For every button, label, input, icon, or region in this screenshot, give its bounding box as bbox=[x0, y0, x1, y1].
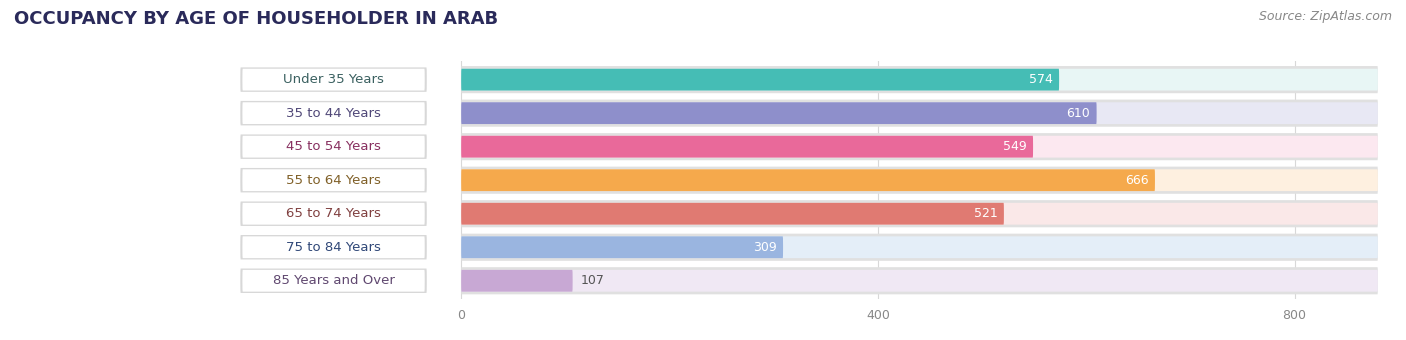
FancyBboxPatch shape bbox=[240, 168, 427, 192]
Text: Under 35 Years: Under 35 Years bbox=[283, 73, 384, 86]
Text: 521: 521 bbox=[974, 207, 998, 220]
FancyBboxPatch shape bbox=[461, 136, 1033, 157]
FancyBboxPatch shape bbox=[461, 200, 1378, 227]
FancyBboxPatch shape bbox=[461, 270, 572, 292]
FancyBboxPatch shape bbox=[240, 134, 427, 159]
Text: 55 to 64 Years: 55 to 64 Years bbox=[285, 174, 381, 187]
FancyBboxPatch shape bbox=[242, 169, 425, 191]
Text: 65 to 74 Years: 65 to 74 Years bbox=[285, 207, 381, 220]
FancyBboxPatch shape bbox=[240, 202, 427, 226]
FancyBboxPatch shape bbox=[242, 69, 425, 90]
FancyBboxPatch shape bbox=[461, 102, 1378, 124]
FancyBboxPatch shape bbox=[240, 67, 427, 92]
FancyBboxPatch shape bbox=[461, 100, 1378, 127]
FancyBboxPatch shape bbox=[461, 203, 1378, 225]
FancyBboxPatch shape bbox=[461, 69, 1059, 90]
FancyBboxPatch shape bbox=[461, 270, 1378, 292]
FancyBboxPatch shape bbox=[242, 270, 425, 292]
Text: 610: 610 bbox=[1067, 107, 1091, 120]
Text: 549: 549 bbox=[1002, 140, 1026, 153]
Text: 574: 574 bbox=[1029, 73, 1053, 86]
FancyBboxPatch shape bbox=[461, 236, 1378, 258]
FancyBboxPatch shape bbox=[461, 203, 1004, 225]
FancyBboxPatch shape bbox=[461, 169, 1154, 191]
Text: OCCUPANCY BY AGE OF HOUSEHOLDER IN ARAB: OCCUPANCY BY AGE OF HOUSEHOLDER IN ARAB bbox=[14, 10, 498, 28]
Text: 75 to 84 Years: 75 to 84 Years bbox=[285, 241, 381, 254]
FancyBboxPatch shape bbox=[461, 69, 1378, 90]
FancyBboxPatch shape bbox=[461, 236, 783, 258]
FancyBboxPatch shape bbox=[461, 136, 1378, 157]
FancyBboxPatch shape bbox=[242, 136, 425, 157]
FancyBboxPatch shape bbox=[242, 236, 425, 258]
FancyBboxPatch shape bbox=[242, 203, 425, 225]
FancyBboxPatch shape bbox=[461, 167, 1378, 194]
Text: 107: 107 bbox=[581, 274, 605, 287]
FancyBboxPatch shape bbox=[461, 234, 1378, 261]
FancyBboxPatch shape bbox=[461, 102, 1097, 124]
Text: 309: 309 bbox=[754, 241, 776, 254]
Text: 45 to 54 Years: 45 to 54 Years bbox=[285, 140, 381, 153]
FancyBboxPatch shape bbox=[461, 66, 1378, 93]
FancyBboxPatch shape bbox=[240, 269, 427, 293]
FancyBboxPatch shape bbox=[240, 235, 427, 259]
FancyBboxPatch shape bbox=[461, 133, 1378, 160]
Text: Source: ZipAtlas.com: Source: ZipAtlas.com bbox=[1258, 10, 1392, 23]
FancyBboxPatch shape bbox=[461, 267, 1378, 294]
FancyBboxPatch shape bbox=[242, 102, 425, 124]
Text: 35 to 44 Years: 35 to 44 Years bbox=[285, 107, 381, 120]
Text: 85 Years and Over: 85 Years and Over bbox=[273, 274, 395, 287]
FancyBboxPatch shape bbox=[461, 169, 1378, 191]
Text: 666: 666 bbox=[1125, 174, 1149, 187]
FancyBboxPatch shape bbox=[240, 101, 427, 125]
